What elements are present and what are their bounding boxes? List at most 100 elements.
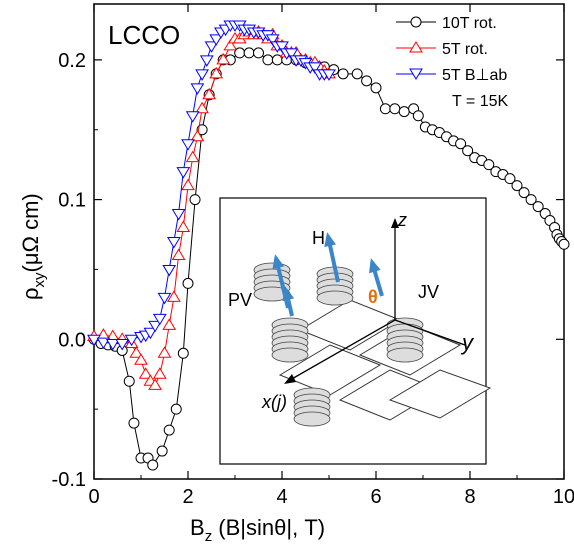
data-point <box>204 41 219 53</box>
z-axis-arrowhead <box>391 218 399 228</box>
data-point <box>148 378 162 390</box>
series-2 <box>87 20 336 351</box>
data-point <box>243 47 255 59</box>
legend-label-5t: 5T rot. <box>442 41 488 58</box>
legend-label-5t-perp: 5T B⊥ab <box>442 67 507 84</box>
stack-4 <box>386 317 424 363</box>
data-point <box>157 346 172 358</box>
x-tick-label: 2 <box>182 486 193 508</box>
data-point <box>209 66 224 79</box>
data-point <box>162 264 177 277</box>
data-point <box>138 367 153 379</box>
series-0 <box>88 47 570 471</box>
inset-label-theta: θ <box>368 287 378 307</box>
data-point <box>143 327 158 340</box>
data-point <box>163 424 175 436</box>
data-point <box>361 75 373 87</box>
data-point <box>504 173 516 185</box>
data-point <box>167 237 181 249</box>
data-point <box>483 159 495 171</box>
data-point <box>147 459 159 471</box>
data-point <box>558 238 570 250</box>
stack-2 <box>316 266 354 306</box>
data-point <box>105 338 120 351</box>
x-tick-label: 6 <box>370 486 381 508</box>
data-point <box>170 403 182 415</box>
stack-5 <box>293 387 331 427</box>
data-point <box>462 145 474 157</box>
y-tick-label: 0.2 <box>58 50 86 72</box>
data-point <box>455 138 467 150</box>
data-point <box>196 124 208 136</box>
data-point <box>518 187 530 199</box>
data-point <box>209 34 224 46</box>
data-point <box>182 277 194 289</box>
data-point <box>96 337 111 350</box>
data-point <box>525 194 537 206</box>
inset-label-pv: PV <box>228 290 252 310</box>
y-tick-label: -0.1 <box>52 469 86 491</box>
data-point <box>148 320 162 333</box>
y-axis-line <box>394 319 466 346</box>
x-tick-label: 10 <box>553 486 574 508</box>
y-tick-label: 0.1 <box>58 190 86 212</box>
data-point <box>262 54 274 66</box>
series-layer <box>87 20 570 471</box>
data-point <box>171 248 186 260</box>
data-point <box>199 55 214 67</box>
data-point <box>123 375 135 387</box>
data-point <box>189 194 201 206</box>
data-point <box>152 313 167 326</box>
data-point <box>190 129 205 142</box>
data-point <box>167 290 181 302</box>
field-arrows <box>272 232 384 317</box>
data-point <box>275 41 289 53</box>
inset-label-z: z <box>397 210 407 230</box>
legend-marker-5t <box>409 41 423 53</box>
data-point <box>157 292 172 305</box>
inset-label-jv: JV <box>418 282 439 302</box>
field-arrow-head <box>369 258 381 274</box>
data-point <box>370 82 382 94</box>
data-point <box>124 334 139 347</box>
data-point <box>202 87 217 100</box>
inset-label-h: H <box>312 228 325 248</box>
data-point <box>351 68 363 80</box>
data-point <box>253 47 264 59</box>
axes: 0 2 4 6 8 10 -0.1 0.0 0.1 0.2 <box>52 4 574 508</box>
data-point <box>322 69 336 81</box>
legend-label-10t: 10T rot. <box>442 15 497 32</box>
data-point <box>398 106 410 118</box>
stack-3 <box>271 317 309 363</box>
x-tick-label: 0 <box>88 486 99 508</box>
data-point <box>177 347 189 359</box>
y-axis-title: ρxy(μΩ cm) <box>18 193 48 300</box>
temperature-annotation: T = 15K <box>452 93 509 110</box>
data-point <box>195 69 209 81</box>
vortex-inset: z H JV PV θ y x(j) <box>219 197 492 465</box>
x-axis-arrowhead <box>284 374 296 384</box>
field-arrow-head <box>324 232 336 248</box>
data-point <box>532 201 544 213</box>
data-point <box>162 318 177 330</box>
data-point <box>115 338 130 351</box>
inset-label-y: y <box>460 330 475 355</box>
data-point <box>223 38 238 51</box>
data-point <box>185 150 200 163</box>
data-point <box>156 445 168 457</box>
data-point <box>185 111 200 123</box>
inset-plates <box>278 299 492 421</box>
x-tick-label: 4 <box>276 486 287 508</box>
data-point <box>412 110 424 122</box>
data-point <box>511 180 523 192</box>
panel-label: LCCO <box>108 20 180 50</box>
data-point <box>128 417 140 429</box>
data-point <box>181 139 195 151</box>
field-arrow-head <box>272 254 285 270</box>
data-point <box>379 103 391 115</box>
y-tick-label: 0.0 <box>58 329 86 351</box>
data-point <box>195 101 209 114</box>
data-point <box>134 353 148 365</box>
data-point <box>176 220 191 233</box>
